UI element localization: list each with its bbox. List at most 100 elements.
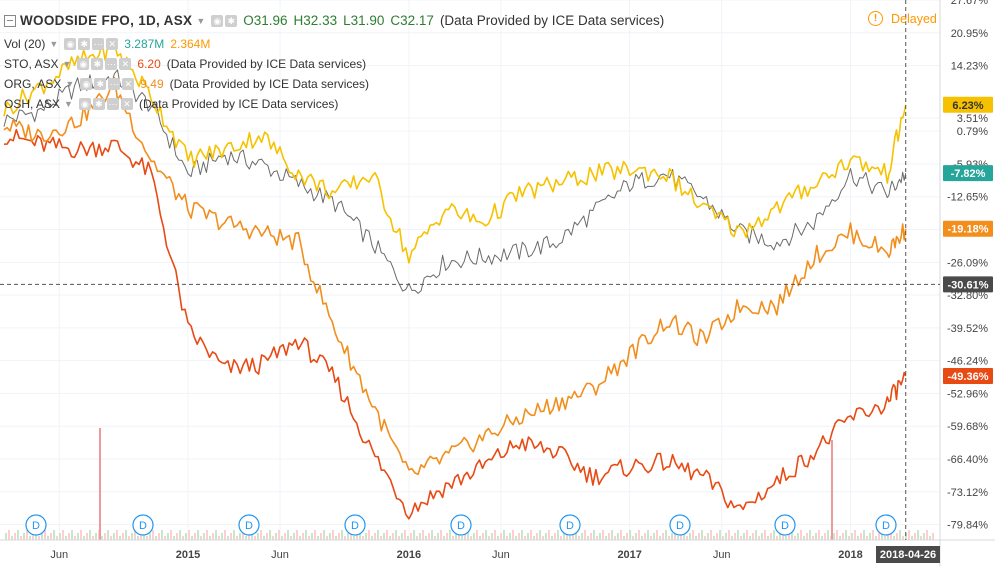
chevron-down-icon[interactable]: ▼	[65, 79, 75, 89]
x-tick-label: Jun	[271, 549, 289, 561]
volume-bar	[392, 533, 394, 540]
x-tick-label: Jun	[492, 549, 510, 561]
volume-bar	[38, 536, 40, 540]
volume-bar	[851, 533, 853, 540]
collapse-icon[interactable]	[4, 15, 16, 27]
dividend-marker-icon	[774, 514, 796, 536]
volume-bar	[614, 536, 616, 540]
gear-icon[interactable]: ✱	[94, 78, 107, 90]
more-icon[interactable]: ⋯	[108, 78, 121, 90]
volume-bar	[191, 536, 193, 540]
last-value-label: -7.82%	[951, 168, 986, 180]
indicator-label[interactable]: STO, ASX	[4, 57, 59, 71]
indicator-label[interactable]: ORG, ASX	[4, 77, 62, 91]
volume-bar	[911, 536, 913, 540]
volume-bar	[833, 533, 835, 540]
dividend-marker-label: D	[566, 520, 574, 532]
volume-bar	[92, 536, 94, 540]
ohlc-high: H32.33	[293, 13, 338, 28]
dividend-marker-label: D	[139, 520, 147, 532]
eye-icon[interactable]: ◉	[80, 78, 93, 90]
volume-bar	[923, 533, 925, 540]
volume-bar	[296, 530, 298, 540]
symbol-title[interactable]: WOODSIDE FPO, 1D, ASX	[20, 13, 193, 28]
volume-bar	[440, 530, 442, 540]
chevron-down-icon[interactable]: ▼	[196, 16, 206, 26]
volume-bar	[125, 530, 127, 540]
volume-bar	[890, 530, 892, 540]
y-tick-label: -52.96%	[947, 388, 988, 400]
volume-bar	[308, 536, 310, 540]
gear-icon[interactable]: ✱	[225, 15, 238, 27]
gear-icon[interactable]: ✱	[92, 98, 105, 110]
volume-bars	[5, 428, 934, 540]
volume-bar	[377, 530, 379, 540]
volume-bar	[632, 536, 634, 540]
volume-bar	[227, 536, 229, 540]
chart-legend: WOODSIDE FPO, 1D, ASX ▼ ◉ ✱ O31.96 H32.3…	[4, 8, 664, 114]
volume-bar	[749, 536, 751, 540]
chevron-down-icon[interactable]: ▼	[62, 59, 72, 69]
volume-bar	[728, 530, 730, 540]
gear-icon[interactable]: ✱	[91, 58, 104, 70]
more-icon[interactable]: ⋯	[92, 38, 105, 50]
crosshair-label: -30.61%	[948, 279, 989, 291]
eye-icon[interactable]: ◉	[77, 58, 90, 70]
volume-bar	[737, 530, 739, 540]
warning-icon: !	[868, 11, 883, 26]
delayed-status[interactable]: ! Delayed	[868, 11, 937, 26]
volume-bar	[422, 530, 424, 540]
volume-bar	[569, 536, 571, 540]
volume-bar	[692, 530, 694, 540]
volume-bar	[860, 533, 862, 540]
series-line-org	[3, 77, 907, 476]
more-icon[interactable]: ⋯	[105, 58, 118, 70]
volume-bar	[797, 533, 799, 540]
ohlc-open: O31.96	[243, 13, 288, 28]
volume-bar	[293, 533, 295, 540]
last-value-badge	[943, 96, 993, 113]
eye-icon[interactable]: ◉	[78, 98, 91, 110]
volume-bar	[365, 533, 367, 540]
more-icon[interactable]: ⋯	[106, 98, 119, 110]
volume-bar	[242, 530, 244, 540]
volume-bar	[167, 533, 169, 540]
volume-bar	[140, 533, 142, 540]
close-icon[interactable]: ✕	[122, 78, 135, 90]
volume-bar	[335, 536, 337, 540]
volume-value: 3.287M	[124, 37, 165, 51]
eye-icon[interactable]: ◉	[211, 15, 224, 27]
close-icon[interactable]: ✕	[120, 98, 133, 110]
volume-bar	[527, 533, 529, 540]
dividend-marker-icon	[669, 514, 691, 536]
volume-bar	[269, 530, 271, 540]
chevron-down-icon[interactable]: ▼	[64, 99, 73, 109]
volume-bar	[119, 536, 121, 540]
volume-bar	[629, 530, 631, 540]
volume-bar	[224, 530, 226, 540]
volume-bar	[134, 530, 136, 540]
dividend-marker-label: D	[676, 520, 684, 532]
indicator-label[interactable]: OSH, ASX	[4, 97, 61, 111]
x-tick-label: Jun	[50, 549, 68, 561]
volume-bar	[107, 530, 109, 540]
volume-bar	[785, 536, 787, 540]
volume-bar	[8, 530, 10, 540]
volume-bar	[473, 533, 475, 540]
indicator-label[interactable]: Vol (20)	[4, 37, 46, 51]
volume-bar	[779, 533, 781, 540]
eye-icon[interactable]: ◉	[64, 38, 77, 50]
volume-bar	[257, 533, 259, 540]
volume-bar	[410, 533, 412, 540]
volume-bar	[653, 533, 655, 540]
volume-bar	[758, 536, 760, 540]
close-icon[interactable]: ✕	[106, 38, 119, 50]
volume-bar	[626, 533, 628, 540]
chevron-down-icon[interactable]: ▼	[49, 39, 59, 49]
volume-bar	[455, 533, 457, 540]
y-tick-label: -46.24%	[947, 356, 988, 368]
close-icon[interactable]: ✕	[119, 58, 132, 70]
volume-bar	[287, 530, 289, 540]
gear-icon[interactable]: ✱	[78, 38, 91, 50]
